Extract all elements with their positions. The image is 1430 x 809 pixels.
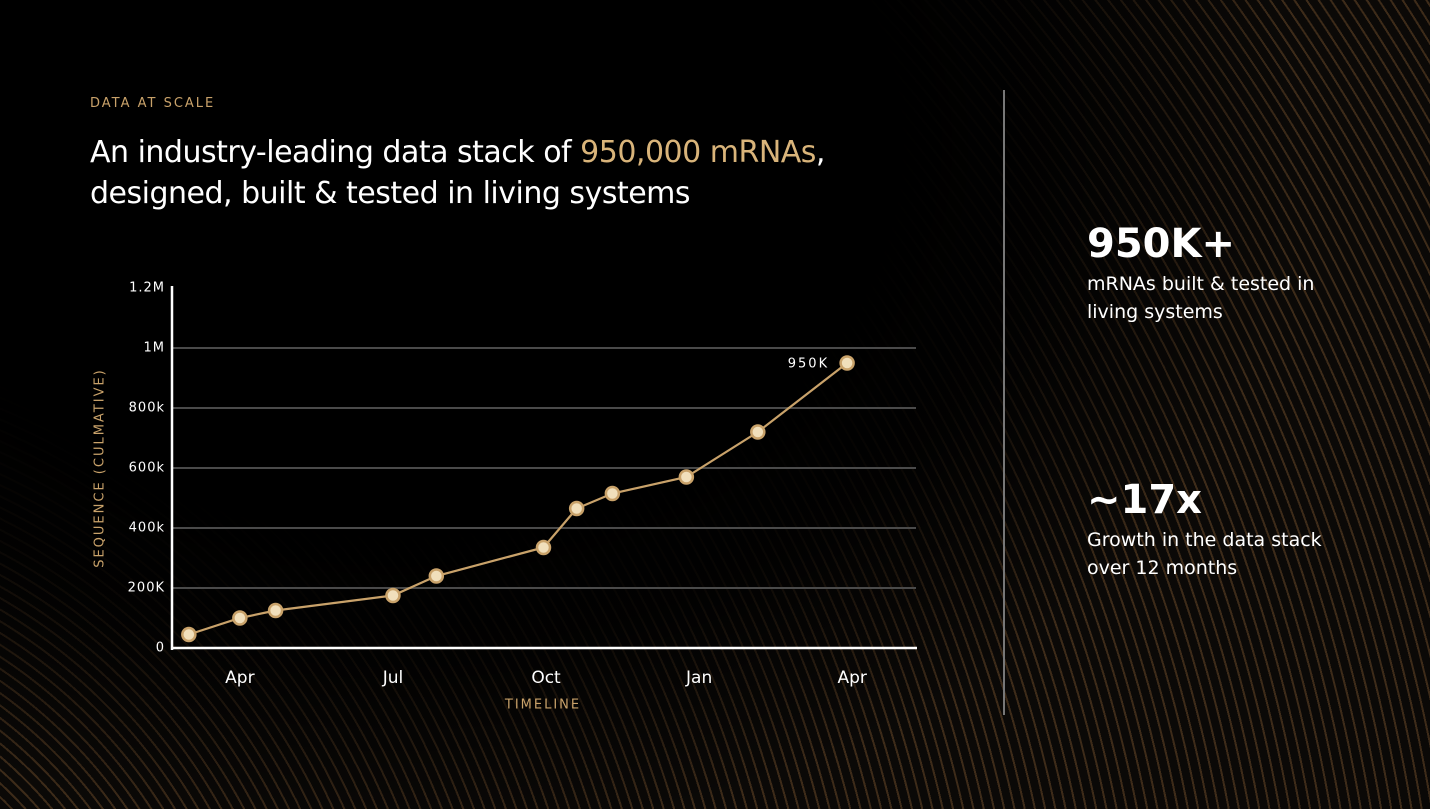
x-tick-label: Jul <box>382 668 404 688</box>
point <box>678 469 695 485</box>
line <box>188 362 848 636</box>
x-tick-label: Apr <box>838 668 867 688</box>
point <box>232 610 248 626</box>
x-axis-label: TIMELINE <box>504 698 581 713</box>
x-tick-label: Oct <box>531 668 561 688</box>
y-tick-label: 800k <box>129 401 165 416</box>
x-tick-label: Apr <box>225 668 254 688</box>
headline-lead: An industry-leading data stack of <box>90 135 581 170</box>
stat: 950K+ mRNAs built & tested in living syst… <box>1087 222 1347 326</box>
divider <box>1003 90 1005 715</box>
stat-value: 950K+ <box>1087 221 1236 267</box>
point <box>750 424 766 440</box>
point <box>181 626 197 643</box>
chart: SEQUENCE (CULMATIVE) TIMELINE 0 200K 400k 6… <box>92 281 916 713</box>
value-label: 950K <box>788 357 829 372</box>
headline-tail: , <box>815 135 826 170</box>
stat: ~17x Growth in the data stack over 12 mon… <box>1087 478 1347 582</box>
point <box>428 568 445 584</box>
headline: An industry-leading data stack of 950,00… <box>90 132 825 214</box>
headline-highlight: 950,000 mRNAs <box>580 135 816 170</box>
y-axis-label: SEQUENCE (CULMATIVE) <box>93 368 108 568</box>
stat-value: ~17x <box>1087 477 1202 523</box>
y-tick-label: 600k <box>129 461 165 476</box>
y-tick-label: 0 <box>156 641 165 656</box>
point <box>385 587 401 604</box>
stat-text: Growth in the data stack over 12 months <box>1087 529 1322 579</box>
point <box>604 485 621 502</box>
point <box>839 355 855 371</box>
point <box>535 539 552 556</box>
stat-text: mRNAs built & tested in living systems <box>1087 273 1315 323</box>
y-tick-label: 400k <box>129 521 165 536</box>
point <box>568 500 585 517</box>
headline-line2: designed, built & tested in living syste… <box>90 176 691 211</box>
eyebrow: DATA AT SCALE <box>90 96 216 111</box>
y-tick-label: 200K <box>128 581 165 596</box>
y-tick-label: 1.2M <box>129 281 165 296</box>
y-tick-label: 1M <box>144 341 166 356</box>
x-tick-label: Jan <box>685 668 712 688</box>
point <box>267 602 284 619</box>
